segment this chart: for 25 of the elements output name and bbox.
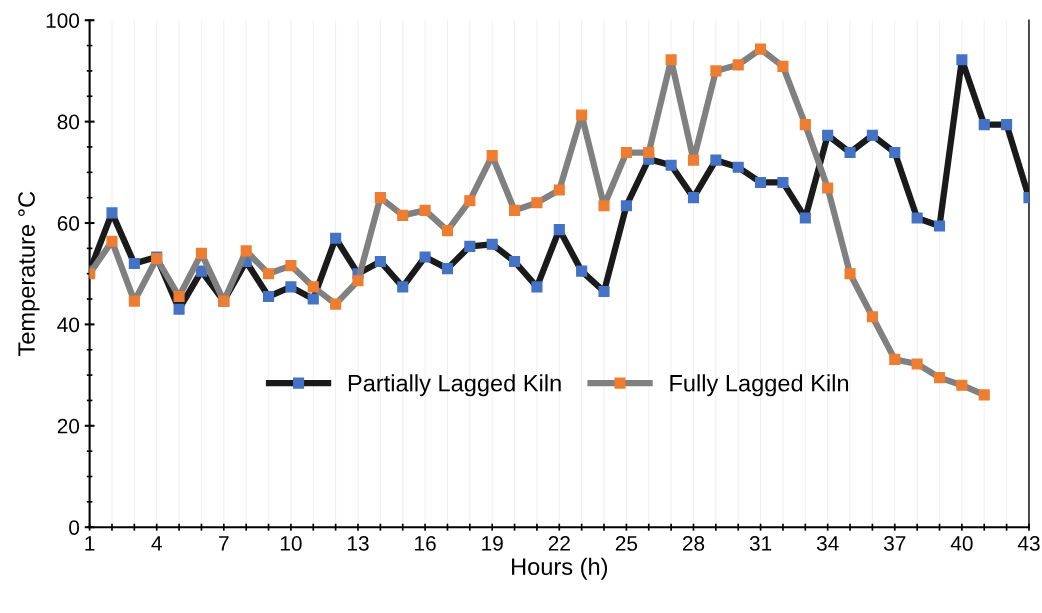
x-tick-label: 16: [415, 536, 436, 551]
legend-label: Partially Lagged Kiln: [348, 374, 561, 397]
x-tick-label: 19: [482, 536, 503, 551]
x-tick-label: 4: [151, 536, 162, 551]
x-tick-label: 13: [348, 536, 369, 551]
x-tick-label: 37: [883, 536, 906, 551]
y-tick-label: 0: [69, 520, 80, 535]
x-tick-label: 28: [682, 536, 705, 551]
legend-label: Fully Lagged Kiln: [670, 374, 849, 397]
x-tick-label: 40: [950, 536, 973, 551]
y-tick-label: 40: [57, 317, 80, 333]
y-axis-title: Temperature °C: [18, 191, 40, 356]
x-tick-label: 1: [85, 536, 95, 551]
x-tick-label: 10: [280, 536, 302, 551]
x-axis-title: Hours (h): [512, 557, 608, 580]
y-tick-label: 20: [57, 418, 80, 434]
x-tick-label: 43: [1017, 536, 1040, 551]
x-tick-label: 31: [749, 536, 772, 551]
x-tick-label: 22: [548, 536, 570, 551]
x-tick-label: 7: [219, 536, 229, 551]
y-tick-label: 60: [57, 216, 80, 231]
x-tick-label: 25: [615, 536, 638, 551]
y-tick-label: 100: [46, 13, 80, 28]
x-tick-label: 34: [816, 536, 839, 551]
y-tick-label: 80: [57, 114, 80, 130]
